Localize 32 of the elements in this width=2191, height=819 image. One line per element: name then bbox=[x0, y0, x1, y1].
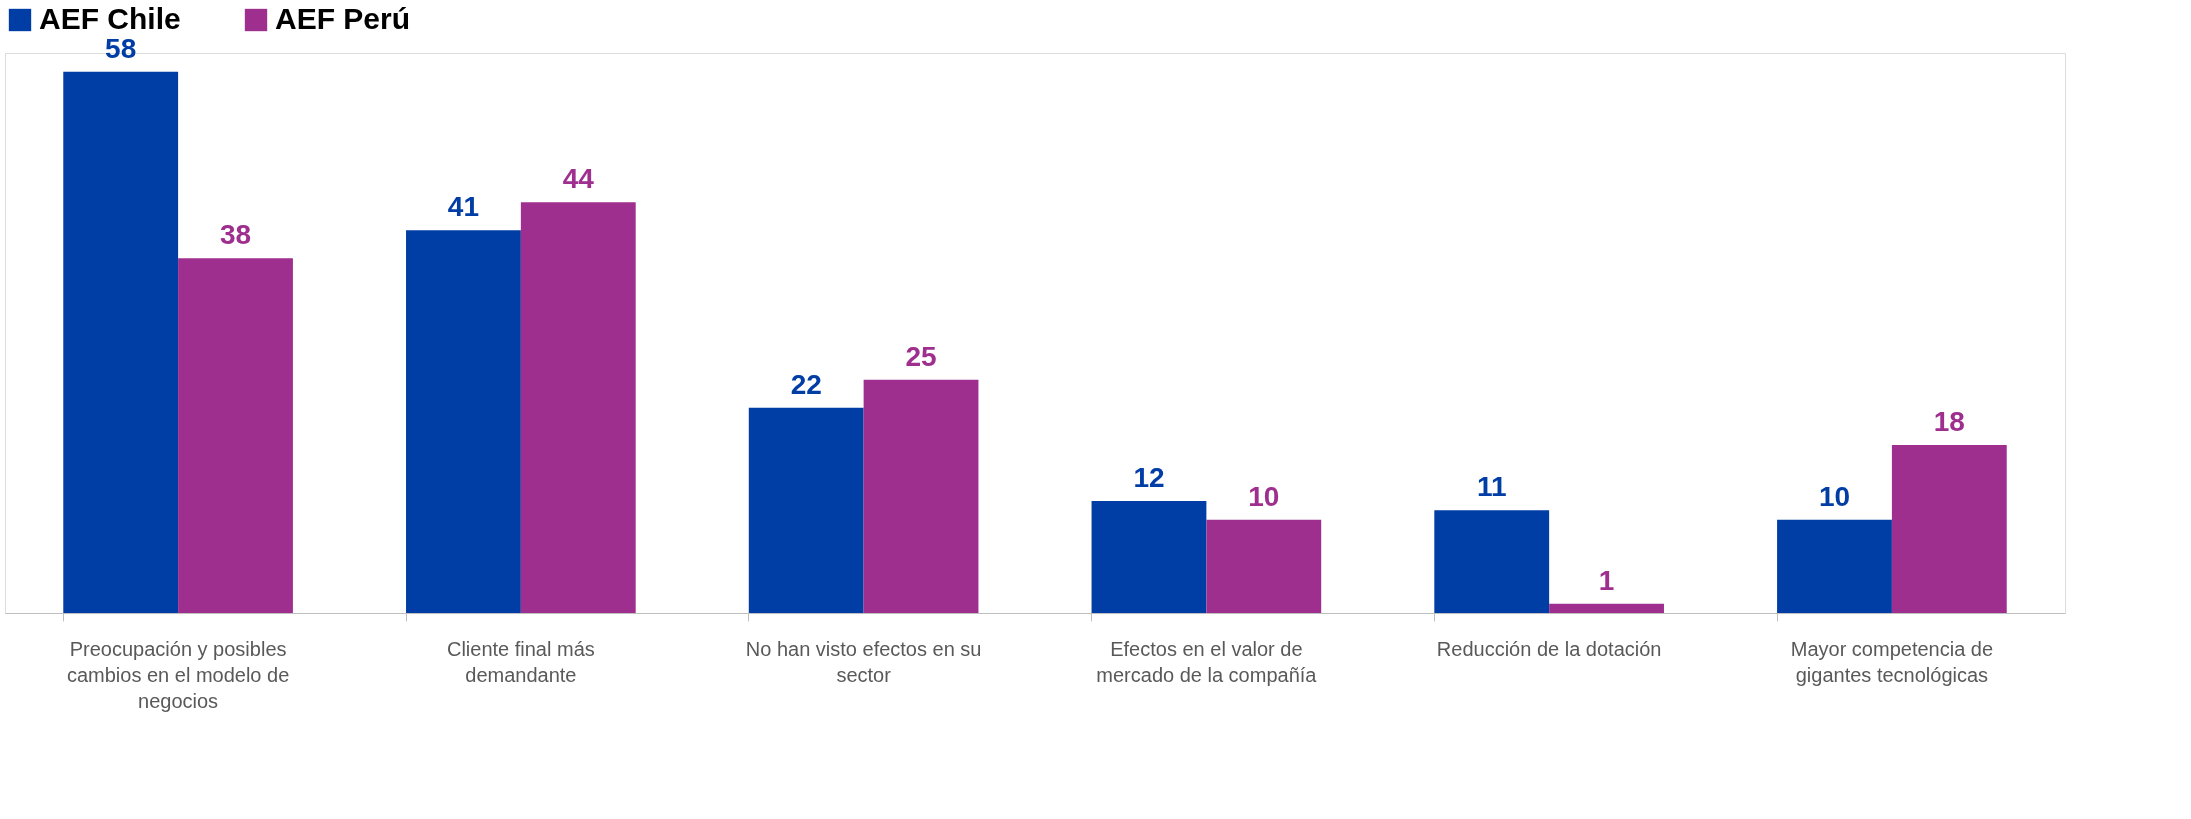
x-tick-label: Reducción de la dotación bbox=[1436, 637, 1662, 660]
x-tick-label: Mayor competencia de gigantes tecnológicas bbox=[1790, 637, 1994, 686]
data-label: 58 bbox=[105, 32, 137, 64]
data-label: 1 bbox=[1598, 564, 1615, 596]
x-tick-label: Cliente final más demandante bbox=[446, 637, 595, 686]
bar bbox=[863, 379, 979, 613]
data-label: 10 bbox=[1248, 480, 1280, 512]
data-label: 38 bbox=[219, 219, 252, 251]
bar bbox=[1091, 501, 1207, 613]
bar bbox=[178, 258, 293, 613]
x-tick-label: Preocupación y posibles cambios en el modelo de negocios bbox=[66, 637, 290, 712]
bar bbox=[1434, 510, 1550, 613]
bar bbox=[520, 202, 636, 613]
data-label: 12 bbox=[1133, 462, 1165, 493]
bar bbox=[1891, 445, 2007, 613]
bar bbox=[406, 230, 521, 613]
data-label: 11 bbox=[1476, 471, 1507, 503]
bar bbox=[1206, 519, 1322, 613]
bar bbox=[748, 407, 864, 613]
legend-label: AEF Chile bbox=[39, 2, 181, 35]
bar bbox=[1777, 519, 1892, 613]
bar bbox=[1549, 603, 1664, 613]
legend-label: AEF Perú bbox=[275, 2, 411, 35]
data-label: 22 bbox=[790, 368, 822, 400]
data-label: 18 bbox=[1933, 406, 1965, 437]
data-label: 10 bbox=[1818, 480, 1851, 512]
data-label: 44 bbox=[562, 163, 595, 195]
data-label: 25 bbox=[905, 340, 937, 372]
data-label: 41 bbox=[447, 191, 480, 223]
x-tick-label: No han visto efectos en su sector bbox=[745, 637, 982, 686]
bar bbox=[63, 71, 179, 613]
x-tick-label: Efectos en el valor de mercado de la compañía bbox=[1096, 637, 1318, 686]
